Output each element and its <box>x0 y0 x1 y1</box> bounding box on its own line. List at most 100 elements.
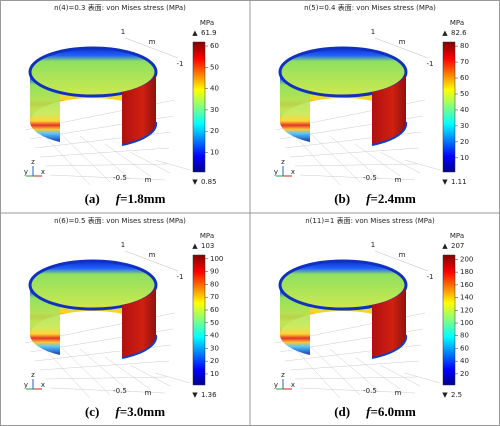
axis-text: m <box>399 251 406 259</box>
colorbar-tick-label: 60 <box>460 344 469 352</box>
floor-grid <box>54 127 111 183</box>
caption-label: (b) <box>334 191 350 206</box>
floor-grid <box>299 174 416 181</box>
caption: (d) f=6.0mm <box>334 404 416 419</box>
caption: (a) f=1.8mm <box>85 191 166 206</box>
cylinder-inner <box>30 261 156 335</box>
colorbar-min: 0.85 <box>201 178 217 186</box>
floor-grid <box>44 376 168 380</box>
floor-grid <box>44 163 168 167</box>
colorbar-min: 2.5 <box>451 391 462 399</box>
axis-text: -0.5 <box>113 174 127 182</box>
colorbar-tick-label: 80 <box>210 280 219 288</box>
axis-text: z <box>281 371 285 379</box>
colorbar-tick-label: 50 <box>210 319 219 327</box>
caption-symbol: f <box>116 191 122 206</box>
floor-grid <box>294 376 418 380</box>
colorbar-tick-label: 80 <box>460 332 469 340</box>
cylinder-front <box>372 285 407 358</box>
axis-line <box>374 37 429 59</box>
cylinder-inner <box>30 48 156 122</box>
axis-text: x <box>41 168 45 176</box>
cylinder-front-edge <box>371 334 408 359</box>
cylinder-left <box>280 72 310 142</box>
floor-grid <box>294 163 418 167</box>
floor-grid <box>154 372 191 384</box>
caption-symbol: f <box>366 191 372 206</box>
axis-text: -1 <box>427 60 434 68</box>
axis-text: m <box>145 176 152 184</box>
axis-line <box>124 250 179 272</box>
floor-grid <box>129 151 171 174</box>
floor-grid <box>79 135 131 180</box>
colorbar-tick-label: 60 <box>460 74 469 82</box>
min-arrow: ▼ <box>442 178 448 186</box>
colorbar <box>192 41 206 173</box>
colorbar-tick-label: 30 <box>210 106 219 114</box>
caption-text: =2.4mm <box>370 191 415 206</box>
panel: n(11)=1 表面: von Mises stress (MPa) 1 m -1 -0… <box>274 216 473 419</box>
colorbar-tick-label: 20 <box>460 370 469 378</box>
axis-text: 1 <box>371 28 375 36</box>
max-arrow: ▲ <box>192 242 198 250</box>
axis-text: m <box>149 251 156 259</box>
caption-text: =6.0mm <box>370 404 415 419</box>
axis-text: -1 <box>177 273 184 281</box>
colorbar-min: 1.11 <box>451 178 467 186</box>
floor-grid <box>304 340 361 396</box>
max-arrow: ▲ <box>192 29 198 37</box>
cylinder-inner <box>280 48 406 122</box>
colorbar-tick-label: 30 <box>210 344 219 352</box>
colorbar-tick-label: 10 <box>210 149 219 157</box>
caption-symbol: f <box>115 404 121 419</box>
cylinder-front-edge <box>121 334 158 359</box>
panel-title: n(4)=0.3 表面: von Mises stress (MPa) <box>54 3 186 12</box>
colorbar-tick-label: 120 <box>460 306 473 314</box>
axis-text: 1 <box>371 241 375 249</box>
axis-text: m <box>395 176 402 184</box>
caption-label: (c) <box>85 404 99 419</box>
cylinder-left <box>280 285 310 355</box>
colorbar <box>442 41 456 173</box>
min-arrow: ▼ <box>192 391 198 399</box>
cylinder-front-edge <box>371 121 408 146</box>
axis-line <box>124 37 179 59</box>
colorbar-max: 61.9 <box>201 29 217 37</box>
axis-text: -0.5 <box>113 387 127 395</box>
colorbar-max: 103 <box>201 242 214 250</box>
panel: n(4)=0.3 表面: von Mises stress (MPa) 1 m -1 -… <box>24 3 219 206</box>
colorbar-unit: MPa <box>450 232 464 240</box>
axis-text: y <box>24 381 28 389</box>
floor-grid <box>39 147 170 158</box>
colorbar-tick-label: 40 <box>460 357 469 365</box>
colorbar-unit: MPa <box>200 232 214 240</box>
floor-grid <box>54 340 111 396</box>
axis-text: z <box>281 158 285 166</box>
floor-grid <box>104 143 151 177</box>
colorbar-tick-label: 20 <box>210 127 219 135</box>
colorbar-tick-label: 200 <box>460 255 473 263</box>
cylinder-front-edge <box>121 121 158 146</box>
colorbar <box>192 254 206 386</box>
axis-text: x <box>41 381 45 389</box>
caption-label: (d) <box>334 404 350 419</box>
colorbar <box>442 254 456 386</box>
floor-grid <box>304 127 361 183</box>
max-arrow: ▲ <box>442 242 448 250</box>
floor-grid <box>289 147 420 158</box>
floor-grid <box>289 360 420 371</box>
colorbar-tick-label: 70 <box>210 293 219 301</box>
colorbar-tick-label: 30 <box>460 122 469 130</box>
colorbar-tick-label: 90 <box>210 268 219 276</box>
panel-title: n(6)=0.5 表面: von Mises stress (MPa) <box>54 216 186 225</box>
axis-text: -0.5 <box>363 174 377 182</box>
axis-line <box>374 250 429 272</box>
colorbar-tick-label: 20 <box>460 138 469 146</box>
max-arrow: ▲ <box>442 29 448 37</box>
colorbar-tick-label: 160 <box>460 281 473 289</box>
floor-grid <box>379 151 421 174</box>
min-arrow: ▼ <box>192 178 198 186</box>
caption-text: =3.0mm <box>120 404 165 419</box>
cylinder-left <box>30 72 60 142</box>
